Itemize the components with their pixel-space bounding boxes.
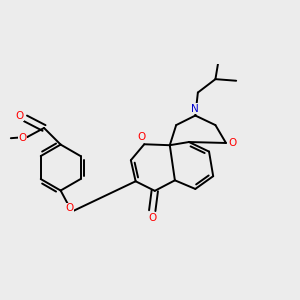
Text: O: O — [138, 132, 146, 142]
Text: O: O — [65, 203, 74, 213]
Text: O: O — [16, 111, 24, 121]
Text: O: O — [148, 213, 156, 223]
Text: N: N — [191, 103, 199, 113]
Text: O: O — [19, 133, 27, 143]
Text: O: O — [229, 138, 237, 148]
